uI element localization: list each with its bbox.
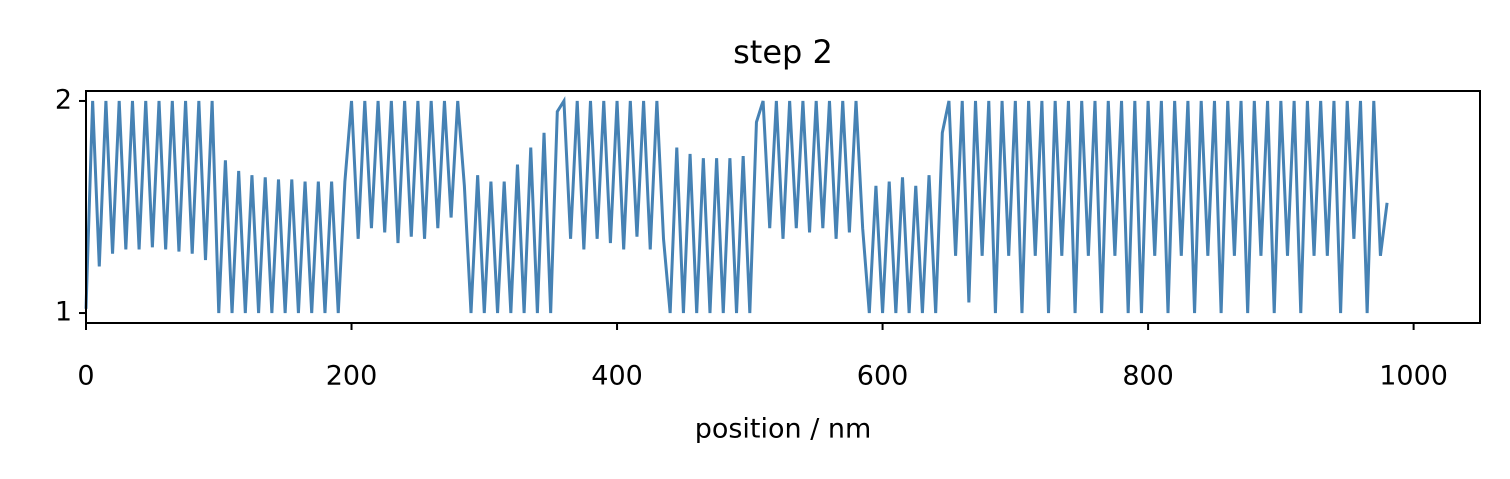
x-tick-label: 0: [77, 361, 94, 392]
y-tick-label: 1: [55, 297, 72, 328]
y-tick-label: 2: [55, 84, 72, 115]
x-tick-label: 600: [857, 361, 909, 392]
data-line: [84, 96, 1389, 314]
x-tick-label: 400: [591, 361, 643, 392]
x-tick-label: 800: [1122, 361, 1174, 392]
chart-title: step 2: [733, 33, 833, 71]
x-tick-label: 200: [326, 361, 378, 392]
x-tick-label: 1000: [1379, 361, 1448, 392]
x-axis-label: position / nm: [695, 414, 872, 445]
plot-frame: [85, 90, 1481, 324]
